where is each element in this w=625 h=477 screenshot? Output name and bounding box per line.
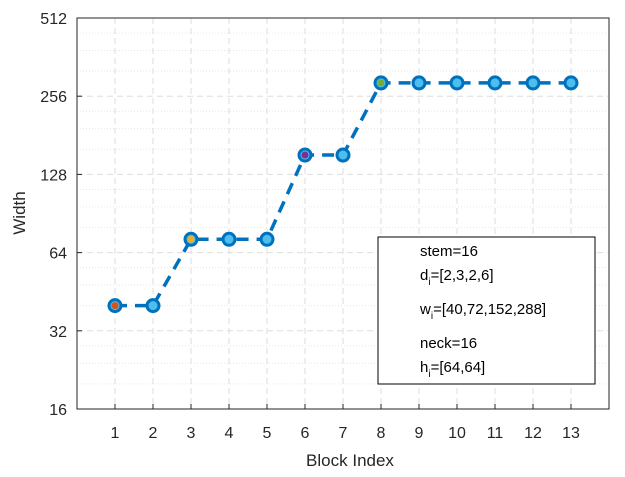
annotation-line: stem=16 — [420, 243, 478, 260]
y-axis-ticks: 16 32 64 128 256 512 — [40, 11, 82, 419]
stage-start-marker — [301, 151, 309, 159]
x-tick-label: 7 — [339, 425, 348, 442]
y-tick-label: 64 — [49, 246, 67, 263]
y-tick-label: 128 — [40, 167, 67, 184]
y-tick-label: 512 — [40, 11, 67, 28]
stage-start-marker — [377, 79, 385, 87]
data-point — [563, 75, 579, 91]
data-markers — [107, 75, 579, 314]
stage-start-markers — [111, 79, 385, 310]
x-axis-ticks: 1 2 3 4 5 6 7 8 9 10 11 12 13 — [111, 404, 580, 442]
data-point — [335, 147, 351, 163]
annotation-line: hi=[64,64] — [420, 359, 485, 380]
y-tick-label: 16 — [49, 402, 67, 419]
data-point — [449, 75, 465, 91]
x-tick-label: 6 — [301, 425, 310, 442]
x-tick-label: 10 — [448, 425, 466, 442]
x-tick-label: 5 — [263, 425, 272, 442]
annotation-box: stem=16 di=[2,3,2,6] wi=[40,72,152,288] nec… — [377, 236, 596, 385]
x-axis-label: Block Index — [306, 451, 394, 470]
x-tick-label: 1 — [111, 425, 120, 442]
data-point — [145, 298, 161, 314]
annotation-line: neck=16 — [420, 335, 477, 352]
annotation-line: wi=[40,72,152,288] — [419, 301, 546, 322]
data-point — [411, 75, 427, 91]
stage-start-marker — [187, 235, 195, 243]
data-point — [525, 75, 541, 91]
y-tick-label: 32 — [49, 324, 67, 341]
annotation-frame — [377, 236, 596, 385]
x-tick-label: 11 — [487, 425, 504, 442]
data-point — [487, 75, 503, 91]
data-point — [259, 231, 275, 247]
x-tick-label: 2 — [149, 425, 158, 442]
data-point — [221, 231, 237, 247]
x-tick-label: 4 — [225, 425, 234, 442]
x-tick-label: 8 — [377, 425, 386, 442]
x-tick-label: 13 — [562, 425, 580, 442]
x-tick-label: 12 — [524, 425, 542, 442]
y-tick-label: 256 — [40, 89, 67, 106]
stage-start-marker — [111, 302, 119, 310]
x-tick-label: 3 — [187, 425, 196, 442]
y-axis-label: Width — [10, 191, 29, 234]
annotation-line: di=[2,3,2,6] — [420, 267, 494, 288]
x-tick-label: 9 — [415, 425, 424, 442]
